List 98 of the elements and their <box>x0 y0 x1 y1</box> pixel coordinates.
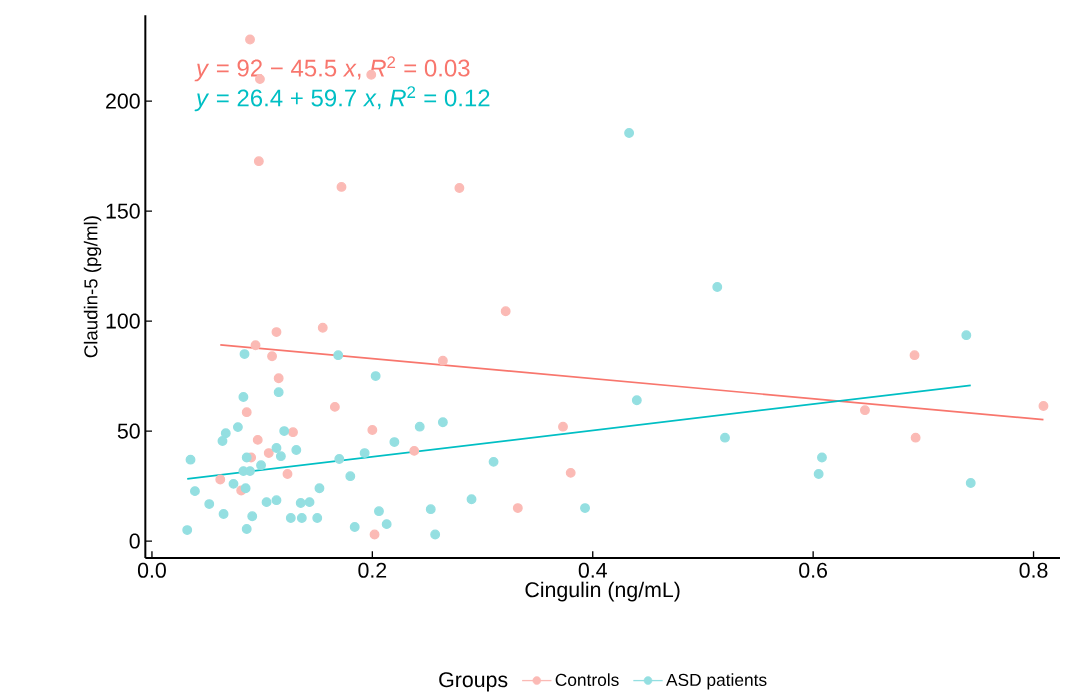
point <box>185 454 196 465</box>
point <box>409 445 420 456</box>
point <box>250 340 261 351</box>
point <box>241 407 252 418</box>
x-tick-label: 0.0 <box>137 562 166 578</box>
point <box>291 445 302 455</box>
point <box>288 427 298 438</box>
point <box>218 509 229 519</box>
x-tick-label: 0.4 <box>578 562 607 578</box>
point <box>282 469 293 479</box>
point <box>241 452 252 463</box>
point <box>580 503 590 514</box>
legend-label: Controls <box>555 673 619 687</box>
legend-title: Groups <box>439 672 508 692</box>
point <box>359 448 370 459</box>
point <box>239 349 250 360</box>
point <box>454 183 465 193</box>
point <box>279 426 290 437</box>
annotation: y = 26.4 + 59.7 x, R$^{2}$ = 0.12 <box>194 86 490 112</box>
point <box>238 392 249 402</box>
point <box>430 529 441 540</box>
point <box>275 451 286 462</box>
point <box>712 282 723 292</box>
point <box>304 497 315 508</box>
point <box>512 503 523 514</box>
point <box>860 405 870 416</box>
point <box>295 498 306 508</box>
point <box>217 436 228 446</box>
point <box>381 519 392 530</box>
point <box>333 350 344 361</box>
point <box>220 428 231 439</box>
point <box>245 34 255 45</box>
point <box>189 486 200 497</box>
point <box>215 474 226 485</box>
point <box>267 351 277 362</box>
point <box>425 504 436 515</box>
point <box>256 460 266 471</box>
point <box>314 483 325 494</box>
point <box>247 511 258 522</box>
point <box>252 434 263 445</box>
y-tick-label: 100 <box>106 313 140 329</box>
point <box>228 478 239 489</box>
point <box>389 437 400 448</box>
point <box>261 497 272 508</box>
point <box>273 387 284 398</box>
point <box>466 494 477 505</box>
point <box>565 467 576 478</box>
point <box>204 499 215 510</box>
point <box>271 327 282 338</box>
point <box>253 156 264 167</box>
point <box>312 513 323 523</box>
point <box>965 478 976 488</box>
point <box>345 471 356 482</box>
point <box>414 421 425 432</box>
point <box>349 522 360 532</box>
point <box>317 322 328 333</box>
point <box>370 371 381 382</box>
point <box>336 181 347 192</box>
point <box>631 395 642 406</box>
x-tick-label: 0.2 <box>358 562 387 578</box>
point <box>334 454 345 464</box>
point <box>285 513 296 523</box>
point <box>329 401 340 412</box>
point <box>182 525 193 536</box>
y-tick-label: 0 <box>129 533 140 549</box>
y-axis-title: Claudin-5 (pg/ml) <box>83 216 102 358</box>
point <box>961 330 972 341</box>
y-tick-label: 50 <box>117 423 140 439</box>
x-axis-title: Cingulin (ng/mL) <box>525 581 680 602</box>
point <box>720 432 730 443</box>
point <box>263 448 274 459</box>
point <box>241 524 252 534</box>
point <box>488 456 499 467</box>
point <box>296 513 307 523</box>
point <box>271 443 282 453</box>
point <box>624 128 635 138</box>
point <box>273 373 284 384</box>
point <box>813 469 824 479</box>
point <box>232 422 243 433</box>
point <box>367 425 378 435</box>
point <box>1038 401 1049 411</box>
legend-label: ASD patients <box>666 673 767 690</box>
point <box>910 432 921 443</box>
y-tick-label: 200 <box>106 93 140 109</box>
point <box>245 466 255 477</box>
point <box>437 417 448 428</box>
x-tick-label: 0.8 <box>1019 562 1048 578</box>
point <box>271 495 282 506</box>
point <box>909 350 920 361</box>
point <box>558 421 568 432</box>
point <box>437 355 448 366</box>
x-tick-label: 0.6 <box>799 562 828 578</box>
point <box>817 452 827 463</box>
point <box>240 483 251 494</box>
y-tick-label: 150 <box>106 203 140 219</box>
point <box>369 529 380 540</box>
point <box>374 506 384 517</box>
point <box>500 306 511 317</box>
